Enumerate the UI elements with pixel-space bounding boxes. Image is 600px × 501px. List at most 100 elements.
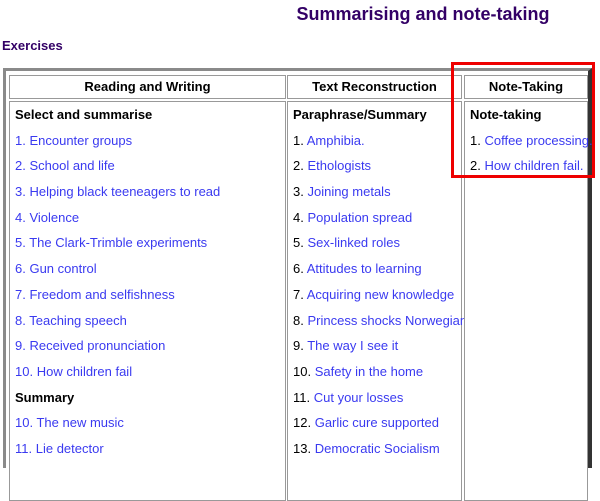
item-label[interactable]: Acquiring new knowledge bbox=[306, 286, 455, 302]
column-header-text-reconstruction: Text Reconstruction bbox=[287, 75, 462, 99]
list-item: 1. Encounter groups bbox=[15, 128, 280, 154]
item-label[interactable]: How children fail. bbox=[484, 158, 584, 174]
item-label[interactable]: Sex-linked roles bbox=[307, 235, 400, 251]
item-label[interactable]: Freedom and selfishness bbox=[29, 286, 175, 302]
item-label[interactable]: Gun control bbox=[29, 261, 97, 277]
section-title: Exercises bbox=[2, 38, 63, 53]
exercise-link[interactable]: Attitudes to learning bbox=[307, 261, 422, 276]
item-label[interactable]: Princess shocks Norwegians bbox=[307, 312, 474, 328]
item-label[interactable]: Helping black teeneagers to read bbox=[29, 184, 221, 200]
item-number: 8. bbox=[293, 312, 304, 328]
item-number: 6. bbox=[293, 261, 304, 277]
exercise-link[interactable]: 6. Gun control bbox=[15, 261, 97, 276]
column-text-reconstruction: Paraphrase/Summary 1. Amphibia. 2. Etholog… bbox=[287, 101, 474, 501]
exercise-link[interactable]: 1. Encounter groups bbox=[15, 133, 132, 148]
exercise-link[interactable]: Cut your losses bbox=[314, 390, 404, 405]
item-label[interactable]: Amphibia. bbox=[306, 132, 365, 148]
item-number: 13. bbox=[293, 440, 312, 456]
exercise-link[interactable]: Amphibia. bbox=[307, 133, 365, 148]
item-label[interactable]: How children fail bbox=[36, 363, 133, 379]
list-item: 9. The way I see it bbox=[293, 333, 456, 359]
list-item: 13. Democratic Socialism bbox=[293, 436, 456, 462]
item-number: 9. bbox=[293, 338, 304, 354]
list-item: 5. The Clark-Trimble experiments bbox=[15, 230, 280, 256]
exercise-link[interactable]: 10. The new music bbox=[15, 415, 124, 430]
item-number: 10. bbox=[15, 363, 34, 379]
exercise-link[interactable]: Ethologists bbox=[307, 158, 371, 173]
exercise-link[interactable]: How children fail. bbox=[484, 158, 583, 173]
exercise-link[interactable]: Coffee processing. bbox=[484, 133, 592, 148]
item-label[interactable]: The new music bbox=[36, 415, 124, 431]
exercise-link[interactable]: Princess shocks Norwegians bbox=[307, 313, 473, 328]
item-number: 8. bbox=[15, 312, 26, 328]
exercise-link[interactable]: 8. Teaching speech bbox=[15, 313, 127, 328]
item-number: 4. bbox=[15, 209, 26, 225]
item-number: 2. bbox=[470, 158, 481, 174]
item-number: 10. bbox=[293, 363, 312, 379]
item-label[interactable]: Teaching speech bbox=[29, 312, 127, 328]
item-label[interactable]: Encounter groups bbox=[29, 132, 133, 148]
list-item: 1. Amphibia. bbox=[293, 128, 456, 154]
item-number: 10. bbox=[15, 415, 34, 431]
exercise-link[interactable]: Safety in the home bbox=[315, 364, 423, 379]
list-item: 7. Acquiring new knowledge bbox=[293, 282, 456, 308]
group-title: Paraphrase/Summary bbox=[293, 107, 427, 122]
exercise-link[interactable]: 5. The Clark-Trimble experiments bbox=[15, 235, 207, 250]
exercise-link[interactable]: 2. School and life bbox=[15, 158, 115, 173]
item-label[interactable]: The way I see it bbox=[307, 338, 399, 354]
item-number: 9. bbox=[15, 338, 26, 354]
item-label[interactable]: Lie detector bbox=[35, 440, 104, 456]
exercise-link[interactable]: 7. Freedom and selfishness bbox=[15, 287, 175, 302]
list-item: 6. Gun control bbox=[15, 256, 280, 282]
item-label[interactable]: Attitudes to learning bbox=[306, 261, 422, 277]
item-label[interactable]: Cut your losses bbox=[313, 389, 404, 405]
list-item: 3. Helping black teeneagers to read bbox=[15, 179, 280, 205]
exercise-link[interactable]: 3. Helping black teeneagers to read bbox=[15, 184, 220, 199]
list-item: 11. Cut your losses bbox=[293, 385, 456, 411]
list-item: 7. Freedom and selfishness bbox=[15, 282, 280, 308]
exercise-link[interactable]: 4. Violence bbox=[15, 210, 79, 225]
item-number: 1. bbox=[470, 132, 481, 148]
item-label[interactable]: Garlic cure supported bbox=[314, 415, 439, 431]
item-number: 1. bbox=[15, 132, 26, 148]
exercise-link[interactable]: 11. Lie detector bbox=[15, 441, 104, 456]
item-number: 7. bbox=[293, 286, 304, 302]
list-item: 1. Coffee processing. bbox=[470, 128, 593, 154]
exercise-link[interactable]: 9. Received pronunciation bbox=[15, 338, 165, 353]
list-item: 4. Population spread bbox=[293, 205, 456, 231]
item-number: 4. bbox=[293, 209, 304, 225]
item-label[interactable]: Ethologists bbox=[307, 158, 372, 174]
item-number: 3. bbox=[293, 184, 304, 200]
item-label[interactable]: Coffee processing. bbox=[484, 132, 593, 148]
item-label[interactable]: Received pronunciation bbox=[29, 338, 166, 354]
list-item: 5. Sex-linked roles bbox=[293, 230, 456, 256]
item-number: 6. bbox=[15, 261, 26, 277]
item-label[interactable]: Population spread bbox=[307, 209, 413, 225]
item-label[interactable]: Democratic Socialism bbox=[314, 440, 440, 456]
exercise-link[interactable]: Joining metals bbox=[307, 184, 390, 199]
exercise-link[interactable]: Population spread bbox=[307, 210, 412, 225]
group-title: Summary bbox=[15, 389, 75, 405]
page-title: Summarising and note-taking bbox=[296, 4, 550, 24]
exercise-link[interactable]: 10. How children fail bbox=[15, 364, 132, 379]
item-label[interactable]: Joining metals bbox=[307, 184, 391, 200]
list-item: 3. Joining metals bbox=[293, 179, 456, 205]
exercise-link[interactable]: Sex-linked roles bbox=[307, 235, 400, 250]
item-label[interactable]: Violence bbox=[29, 209, 80, 225]
exercise-link[interactable]: Democratic Socialism bbox=[315, 441, 440, 456]
list-item: 10. Safety in the home bbox=[293, 359, 456, 385]
list-item: 2. School and life bbox=[15, 153, 280, 179]
item-label[interactable]: Safety in the home bbox=[314, 363, 424, 379]
item-number: 11. bbox=[293, 389, 311, 405]
exercise-link[interactable]: The way I see it bbox=[307, 338, 398, 353]
exercise-link[interactable]: Acquiring new knowledge bbox=[307, 287, 454, 302]
item-label[interactable]: School and life bbox=[29, 158, 115, 174]
item-number: 7. bbox=[15, 286, 26, 302]
exercise-link[interactable]: Garlic cure supported bbox=[315, 415, 439, 430]
list-item: 9. Received pronunciation bbox=[15, 333, 280, 359]
column-header-note-taking: Note-Taking bbox=[464, 75, 588, 99]
list-item: 8. Teaching speech bbox=[15, 308, 280, 334]
list-item: 8. Princess shocks Norwegians bbox=[293, 308, 474, 334]
item-label[interactable]: The Clark-Trimble experiments bbox=[29, 235, 208, 251]
item-number: 12. bbox=[293, 415, 312, 431]
